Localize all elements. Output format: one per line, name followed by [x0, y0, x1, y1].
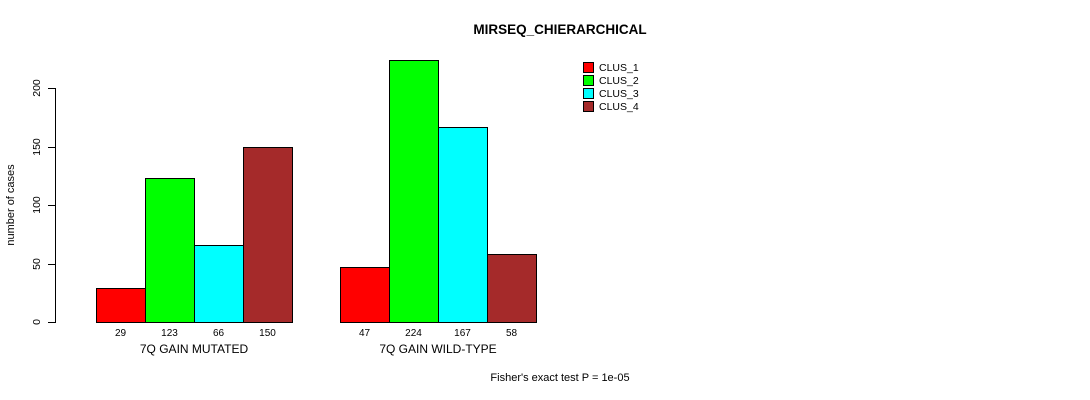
bar-clus_1-group2	[340, 267, 390, 323]
y-tick-label: 100	[31, 196, 43, 214]
y-tick-mark	[48, 263, 55, 265]
y-axis-line	[55, 88, 56, 323]
legend-label: CLUS_3	[599, 87, 639, 100]
y-tick-label: 50	[31, 257, 43, 270]
bar-clus_3-group2	[438, 126, 488, 323]
legend-swatch-icon	[583, 62, 594, 73]
bar-clus_1-group1	[96, 288, 146, 323]
bar-clus_2-group2	[389, 59, 439, 323]
y-tick-label: 0	[31, 319, 43, 325]
y-axis-label: number of cases	[5, 164, 17, 246]
chart-title: MIRSEQ_CHIERARCHICAL	[473, 22, 647, 37]
group-label: 7Q GAIN MUTATED	[139, 342, 249, 356]
bar-value-label: 47	[358, 328, 371, 339]
bar-value-label: 224	[405, 328, 422, 339]
y-tick-mark	[48, 146, 55, 148]
bar-clus_2-group1	[145, 178, 195, 323]
legend-item: CLUS_4	[583, 100, 639, 113]
bar-clus_4-group2	[487, 254, 537, 323]
bar-clus_4-group1	[243, 146, 293, 323]
legend-swatch-icon	[583, 88, 594, 99]
y-tick-mark	[48, 88, 55, 89]
bar-value-label: 150	[259, 328, 276, 339]
y-tick-label: 150	[31, 137, 43, 156]
bar-value-label: 29	[114, 328, 127, 339]
legend-item: CLUS_3	[583, 87, 639, 100]
legend-item: CLUS_2	[583, 74, 639, 87]
bar-clus_3-group1	[194, 244, 244, 323]
legend: CLUS_1 CLUS_2 CLUS_3 CLUS_4	[583, 61, 639, 113]
bar-value-label: 167	[454, 328, 471, 339]
bar-value-label: 66	[212, 328, 225, 339]
legend-label: CLUS_2	[599, 74, 639, 87]
y-tick-mark	[48, 322, 55, 323]
legend-swatch-icon	[583, 101, 594, 112]
group-label: 7Q GAIN WILD-TYPE	[379, 342, 497, 356]
y-tick-mark	[48, 205, 55, 206]
bar-value-label: 123	[161, 328, 178, 339]
legend-label: CLUS_1	[599, 61, 639, 74]
y-tick-label: 200	[31, 79, 43, 97]
legend-label: CLUS_4	[599, 100, 639, 113]
bar-value-label: 58	[505, 328, 518, 339]
legend-item: CLUS_1	[583, 61, 639, 74]
footnote-text: Fisher's exact test P = 1e-05	[490, 372, 630, 384]
legend-swatch-icon	[583, 75, 594, 86]
